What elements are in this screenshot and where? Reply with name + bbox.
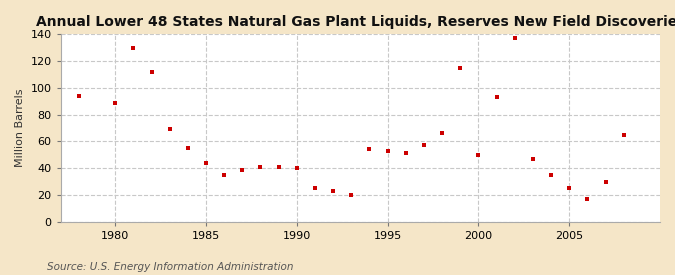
Point — [564, 186, 574, 191]
Point — [473, 153, 484, 157]
Point — [364, 147, 375, 152]
Point — [128, 46, 139, 50]
Point — [491, 95, 502, 100]
Point — [618, 133, 629, 137]
Point — [74, 94, 84, 98]
Point — [200, 161, 211, 165]
Text: Source: U.S. Energy Information Administration: Source: U.S. Energy Information Administ… — [47, 262, 294, 272]
Point — [510, 36, 520, 40]
Point — [582, 197, 593, 201]
Point — [545, 173, 556, 177]
Point — [164, 127, 175, 131]
Point — [219, 173, 230, 177]
Point — [418, 143, 429, 148]
Point — [346, 193, 356, 197]
Point — [437, 131, 448, 136]
Point — [110, 100, 121, 105]
Point — [310, 186, 321, 191]
Point — [455, 66, 466, 70]
Point — [382, 148, 393, 153]
Title: Annual Lower 48 States Natural Gas Plant Liquids, Reserves New Field Discoveries: Annual Lower 48 States Natural Gas Plant… — [36, 15, 675, 29]
Point — [527, 157, 538, 161]
Point — [292, 166, 302, 170]
Point — [146, 70, 157, 74]
Point — [400, 151, 411, 156]
Point — [273, 165, 284, 169]
Point — [328, 189, 339, 193]
Point — [600, 179, 611, 184]
Y-axis label: Million Barrels: Million Barrels — [15, 89, 25, 167]
Point — [237, 167, 248, 172]
Point — [182, 146, 193, 150]
Point — [255, 165, 266, 169]
